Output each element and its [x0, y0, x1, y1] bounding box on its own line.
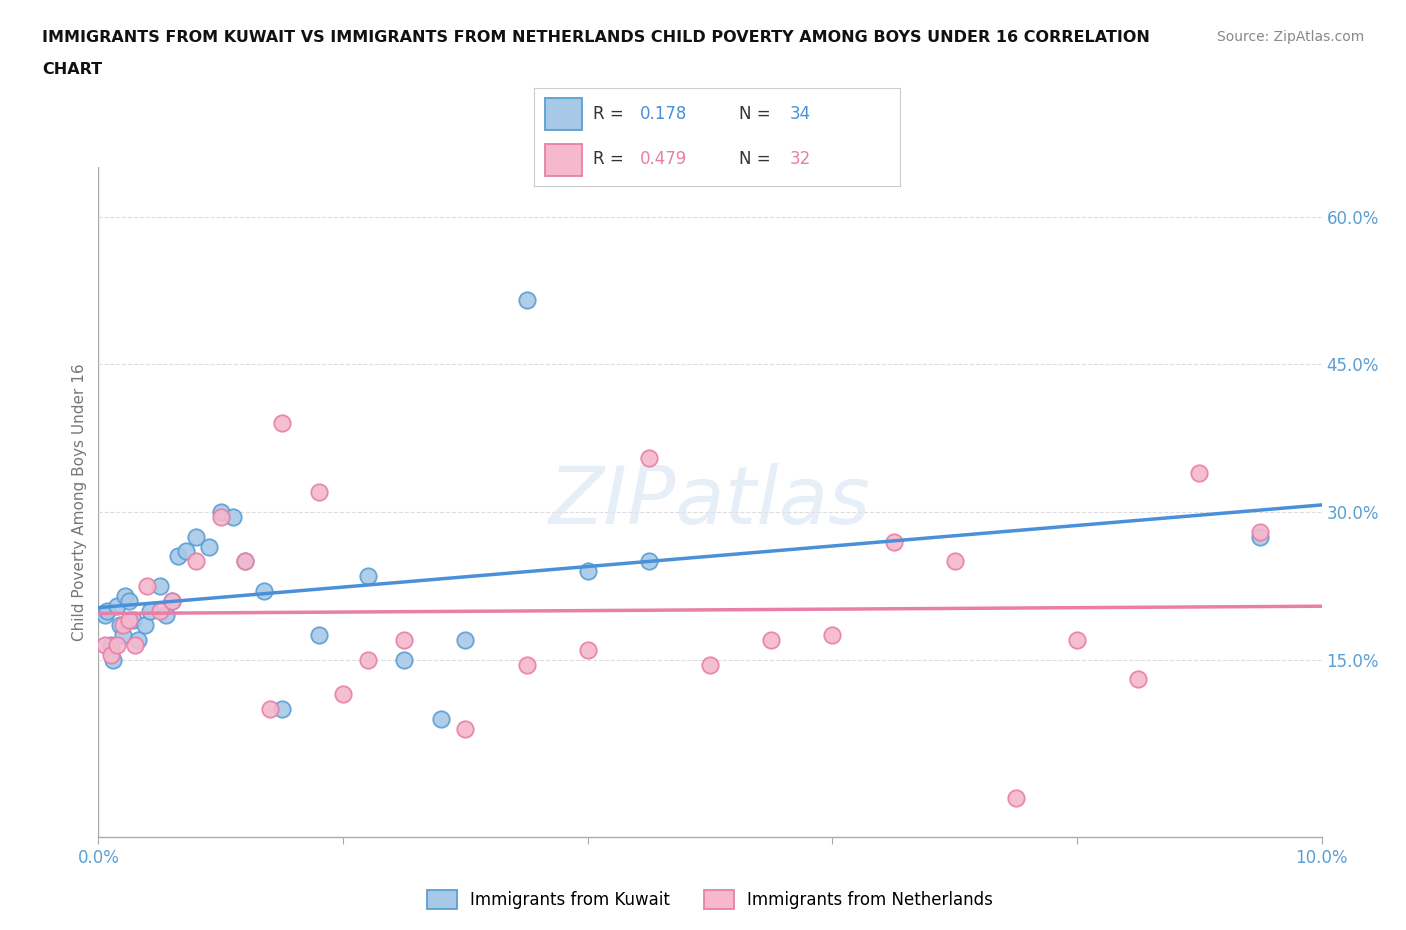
Point: [638, 554, 661, 569]
Point: [332, 686, 354, 701]
Point: [118, 593, 141, 608]
Point: [454, 722, 477, 737]
Point: [699, 658, 721, 672]
Text: 0.479: 0.479: [640, 150, 688, 167]
Point: [114, 589, 136, 604]
Point: [105, 638, 128, 653]
Point: [110, 618, 132, 632]
Point: [1004, 790, 1026, 805]
Point: [209, 510, 232, 525]
Text: N =: N =: [740, 105, 776, 123]
Point: [576, 643, 599, 658]
Point: [186, 554, 208, 569]
Text: Source: ZipAtlas.com: Source: ZipAtlas.com: [1216, 30, 1364, 44]
Point: [454, 632, 477, 647]
Point: [270, 701, 294, 716]
Point: [308, 628, 330, 643]
Text: R =: R =: [593, 105, 628, 123]
Text: 0.178: 0.178: [640, 105, 688, 123]
Point: [149, 578, 172, 593]
Legend: Immigrants from Kuwait, Immigrants from Netherlands: Immigrants from Kuwait, Immigrants from …: [420, 884, 1000, 916]
Point: [576, 564, 599, 578]
FancyBboxPatch shape: [546, 144, 582, 177]
Point: [127, 632, 149, 647]
Point: [356, 568, 378, 583]
Point: [209, 505, 232, 520]
Point: [176, 544, 198, 559]
Point: [118, 613, 141, 628]
Text: IMMIGRANTS FROM KUWAIT VS IMMIGRANTS FROM NETHERLANDS CHILD POVERTY AMONG BOYS U: IMMIGRANTS FROM KUWAIT VS IMMIGRANTS FRO…: [42, 30, 1150, 45]
Point: [252, 583, 274, 598]
Point: [222, 510, 245, 525]
Point: [100, 638, 122, 653]
Point: [111, 618, 134, 632]
Point: [1188, 465, 1211, 480]
Point: [139, 603, 162, 618]
Y-axis label: Child Poverty Among Boys Under 16: Child Poverty Among Boys Under 16: [72, 364, 87, 641]
Point: [761, 632, 783, 647]
Point: [93, 638, 115, 653]
Point: [124, 638, 146, 653]
Point: [356, 652, 378, 667]
Point: [883, 534, 905, 549]
Point: [111, 628, 134, 643]
Point: [186, 529, 208, 544]
Point: [430, 711, 453, 726]
Text: N =: N =: [740, 150, 776, 167]
Point: [943, 554, 966, 569]
Text: CHART: CHART: [42, 62, 103, 77]
Point: [233, 554, 256, 569]
Point: [1128, 672, 1150, 687]
Point: [149, 603, 172, 618]
Point: [160, 593, 183, 608]
Point: [121, 613, 143, 628]
Text: 34: 34: [790, 105, 811, 123]
Point: [167, 549, 190, 564]
Point: [516, 658, 538, 672]
Point: [516, 293, 538, 308]
Point: [160, 593, 183, 608]
Point: [134, 618, 156, 632]
FancyBboxPatch shape: [546, 99, 582, 130]
Point: [1250, 525, 1272, 539]
Point: [105, 598, 128, 613]
Text: R =: R =: [593, 150, 628, 167]
Text: 32: 32: [790, 150, 811, 167]
Point: [93, 608, 115, 623]
Point: [100, 647, 122, 662]
Text: ZIPatlas: ZIPatlas: [548, 463, 872, 541]
Point: [1250, 529, 1272, 544]
Point: [259, 701, 281, 716]
Point: [155, 608, 177, 623]
Point: [308, 485, 330, 499]
Point: [96, 603, 118, 618]
Point: [136, 578, 159, 593]
Point: [233, 554, 256, 569]
Point: [392, 652, 416, 667]
Point: [197, 539, 219, 554]
Point: [821, 628, 844, 643]
Point: [101, 652, 124, 667]
Point: [1066, 632, 1088, 647]
Point: [270, 416, 294, 431]
Point: [638, 450, 661, 465]
Point: [392, 632, 416, 647]
